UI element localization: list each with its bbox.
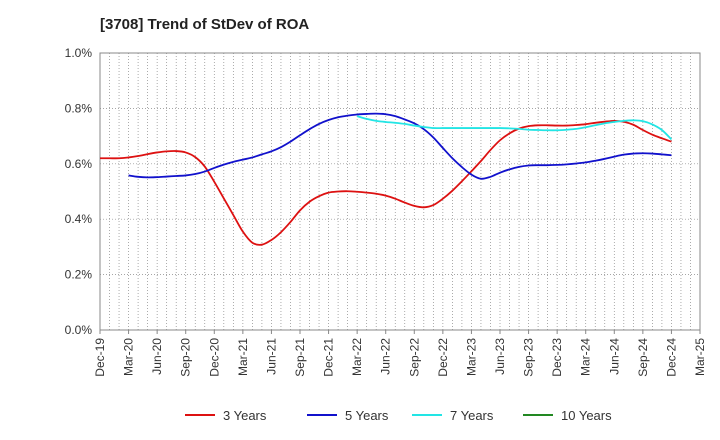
x-tick-label: Jun-24	[607, 338, 621, 375]
chart-title: [3708] Trend of StDev of ROA	[100, 16, 310, 33]
x-tick-label: Sep-23	[522, 338, 536, 377]
x-tick-label: Mar-24	[579, 338, 593, 376]
y-tick-label: 1.0%	[65, 46, 93, 60]
x-tick-label: Mar-21	[236, 338, 250, 376]
x-tick-label: Sep-21	[293, 338, 307, 377]
x-tick-label: Mar-20	[122, 338, 136, 376]
grid	[99, 53, 701, 330]
y-tick-label: 0.8%	[65, 101, 93, 115]
legend-label-7-years: 7 Years	[450, 408, 494, 423]
y-tick-label: 0.6%	[65, 157, 93, 171]
series-line-5-years	[128, 112, 672, 180]
legend-label-3-years: 3 Years	[223, 408, 267, 423]
x-tick-label: Sep-24	[636, 338, 650, 377]
axes: 0.0% 0.2% 0.4% 0.6% 0.8% 1.0% Dec-19 Mar-20 Jun-…	[65, 46, 707, 377]
y-tick-label: 0.0%	[65, 323, 93, 337]
x-tick-label: Mar-23	[464, 338, 478, 376]
x-tick-label: Sep-22	[407, 338, 421, 377]
x-tick-label: Dec-24	[664, 338, 678, 377]
series-line-7-years	[356, 115, 673, 141]
x-tick-label: Dec-20	[207, 338, 221, 377]
legend: 3 Years 5 Years 7 Years 10 Years	[185, 408, 612, 423]
legend-label-10-years: 10 Years	[561, 408, 612, 423]
series-line-3-years	[100, 119, 672, 246]
plot-frame	[99, 52, 701, 331]
x-tick-label: Dec-19	[93, 338, 107, 377]
x-tick-label: Sep-20	[179, 338, 193, 377]
x-tick-label: Dec-21	[322, 338, 336, 377]
legend-label-5-years: 5 Years	[345, 408, 389, 423]
y-tick-label: 0.2%	[65, 268, 93, 282]
x-tick-label: Jun-21	[264, 338, 278, 375]
x-tick-label: Mar-25	[693, 338, 707, 376]
x-tick-label: Dec-23	[550, 338, 564, 377]
x-tick-label: Dec-22	[436, 338, 450, 377]
y-tick-label: 0.4%	[65, 212, 93, 226]
x-tick-label: Jun-23	[493, 338, 507, 375]
x-tick-label: Jun-22	[379, 338, 393, 375]
series-lines	[100, 112, 673, 246]
x-tick-label: Mar-22	[350, 338, 364, 376]
x-tick-label: Jun-20	[150, 338, 164, 375]
